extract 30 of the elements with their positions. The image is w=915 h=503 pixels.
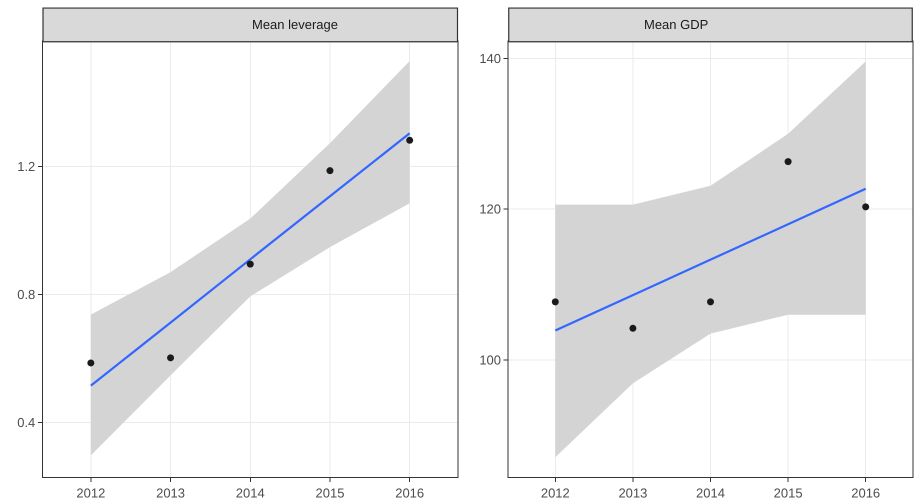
y-tick-label: 100 bbox=[479, 352, 502, 368]
point bbox=[552, 298, 559, 306]
point bbox=[246, 260, 254, 268]
point bbox=[326, 167, 334, 174]
point bbox=[862, 203, 870, 210]
y-tick-label: 0.4 bbox=[17, 415, 36, 430]
y-tick-label: 0.8 bbox=[17, 287, 36, 302]
point bbox=[87, 359, 94, 366]
point bbox=[406, 136, 414, 144]
point bbox=[784, 158, 792, 166]
x-tick-label: 2016 bbox=[851, 486, 880, 501]
x-tick-label: 2013 bbox=[156, 486, 186, 501]
chart-title: Mean leverage bbox=[252, 17, 338, 32]
x-tick-label: 2014 bbox=[236, 486, 265, 501]
x-tick-label: 2014 bbox=[696, 486, 725, 501]
x-tick-label: 2012 bbox=[540, 486, 570, 501]
y-tick-label: 1.2 bbox=[17, 159, 36, 174]
x-tick-label: 2015 bbox=[774, 486, 803, 501]
x-tick-label: 2012 bbox=[76, 486, 106, 501]
line-series bbox=[90, 132, 411, 387]
point bbox=[707, 298, 714, 306]
point bbox=[167, 354, 174, 362]
point bbox=[629, 324, 636, 332]
x-tick-label: 2016 bbox=[395, 486, 424, 501]
y-tick-label: 140 bbox=[479, 50, 502, 66]
x-tick-label: 2015 bbox=[316, 486, 344, 501]
x-tick-label: 2013 bbox=[618, 486, 648, 501]
chart-title: Mean GDP bbox=[644, 17, 708, 32]
line-series bbox=[554, 188, 867, 332]
y-tick-label: 120 bbox=[479, 202, 502, 217]
